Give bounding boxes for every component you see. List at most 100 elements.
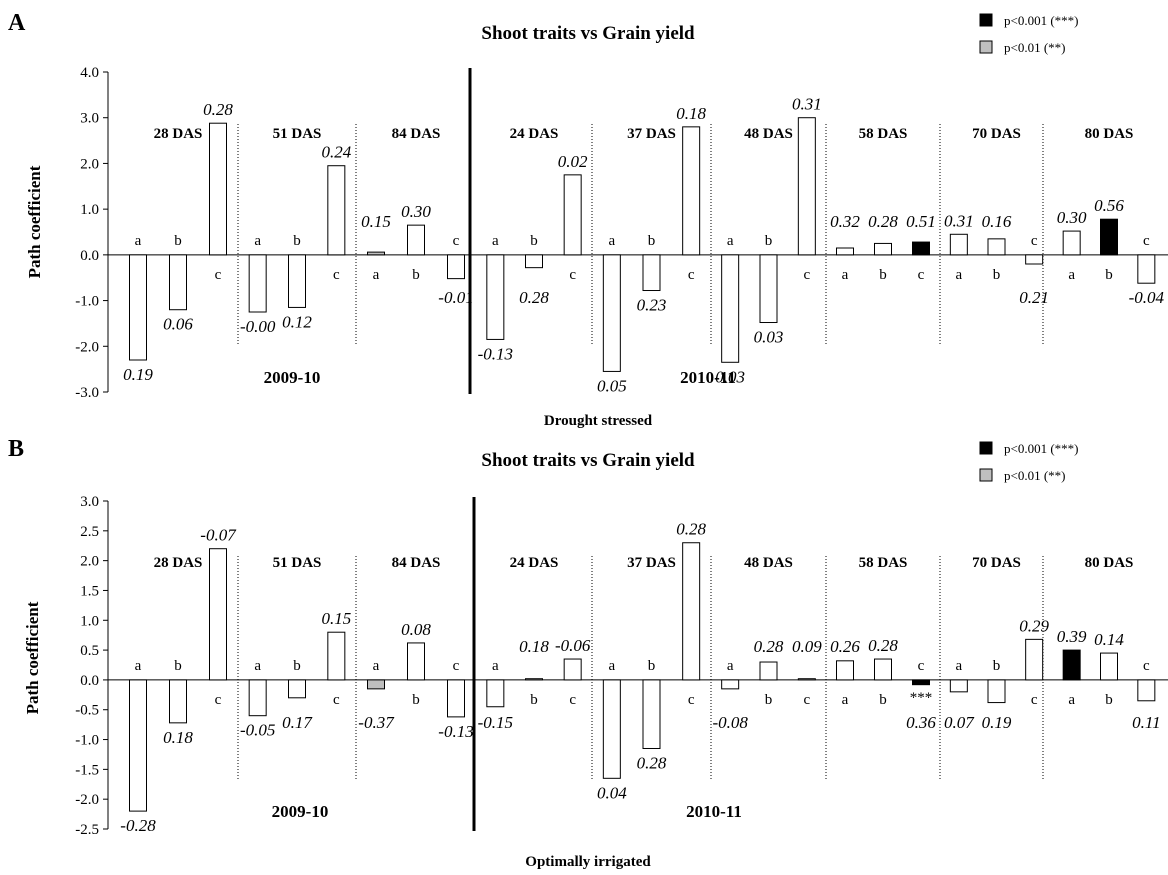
bar xyxy=(1062,649,1081,681)
bar xyxy=(1137,679,1156,702)
y-tick-label: -2.0 xyxy=(75,339,99,355)
legend-label: p<0.001 (***) xyxy=(1004,441,1079,456)
coefficient-label: 0.24 xyxy=(321,143,351,162)
coefficient-label: 0.16 xyxy=(982,212,1012,231)
bar xyxy=(836,247,854,256)
coefficient-label: -0.13 xyxy=(478,344,513,363)
bar xyxy=(797,117,816,256)
chart-title: Shoot traits vs Grain yield xyxy=(481,450,695,471)
trait-letter: b xyxy=(648,658,656,674)
group-label: 80 DAS xyxy=(1085,126,1134,142)
coefficient-label: 0.36 xyxy=(906,713,936,732)
coefficient-label: 0.32 xyxy=(830,212,860,231)
y-tick-label: 4.0 xyxy=(80,65,99,81)
bar xyxy=(447,679,465,718)
trait-letter: b xyxy=(412,267,420,283)
coefficient-label: 0.30 xyxy=(1057,208,1087,227)
bar xyxy=(949,679,968,693)
group-label: 28 DAS xyxy=(154,555,203,571)
trait-letter: c xyxy=(1031,692,1038,708)
bar xyxy=(169,679,187,724)
y-tick-label: -1.5 xyxy=(75,762,99,778)
coefficient-label: -0.37 xyxy=(358,713,395,732)
y-tick-label: 1.0 xyxy=(80,202,99,218)
trait-letter: c xyxy=(215,692,222,708)
trait-letter: a xyxy=(135,658,142,674)
coefficient-label: 0.03 xyxy=(715,367,745,386)
group-label: 84 DAS xyxy=(392,555,441,571)
coefficient-label: 0.18 xyxy=(163,728,193,747)
trait-letter: c xyxy=(569,692,576,708)
bar xyxy=(209,122,227,256)
panel-letter: B xyxy=(8,436,24,462)
y-tick-label: 0.5 xyxy=(80,643,99,659)
trait-letter: b xyxy=(765,233,773,249)
coefficient-label: 0.04 xyxy=(597,783,627,802)
y-tick-label: 2.0 xyxy=(80,156,99,172)
trait-letter: c xyxy=(569,267,576,283)
group-label: 37 DAS xyxy=(627,555,676,571)
coefficient-label: -0.13 xyxy=(438,722,473,741)
coefficient-label: -0.06 xyxy=(555,636,591,655)
trait-letter: a xyxy=(842,267,849,283)
trait-letter: a xyxy=(135,233,142,249)
coefficient-label: -0.00 xyxy=(240,317,276,336)
y-tick-label: 2.0 xyxy=(80,554,99,570)
trait-letter: b xyxy=(993,658,1001,674)
season-label: 2009-10 xyxy=(264,368,321,387)
coefficient-label: 0.28 xyxy=(754,637,784,656)
trait-letter: a xyxy=(254,658,261,674)
bar xyxy=(327,631,346,681)
y-axis-label: Path coefficient xyxy=(23,601,42,714)
coefficient-label: 0.15 xyxy=(321,609,351,628)
bar xyxy=(1100,218,1118,256)
trait-letter: b xyxy=(1105,267,1113,283)
bar xyxy=(682,542,701,681)
trait-letter: c xyxy=(215,267,222,283)
coefficient-label: 0.15 xyxy=(361,212,391,231)
bar xyxy=(525,254,543,269)
trait-letter: c xyxy=(1143,233,1150,249)
coefficient-label: 0.28 xyxy=(868,636,898,655)
trait-letter: b xyxy=(174,658,182,674)
bar xyxy=(486,254,505,340)
trait-letter: b xyxy=(648,233,656,249)
y-tick-label: 2.5 xyxy=(80,524,99,540)
x-axis-label: Optimally irrigated xyxy=(525,854,651,870)
y-tick-label: 1.5 xyxy=(80,583,99,599)
legend-label: p<0.01 (**) xyxy=(1004,40,1066,55)
bar xyxy=(288,679,306,699)
y-axis-label: Path coefficient xyxy=(25,165,44,278)
bar xyxy=(642,254,661,292)
coefficient-label: -0.28 xyxy=(120,816,156,835)
y-tick-label: -3.0 xyxy=(75,385,99,401)
trait-letter: b xyxy=(993,267,1001,283)
group-label: 70 DAS xyxy=(972,555,1021,571)
trait-letter: b xyxy=(530,692,538,708)
trait-letter: b xyxy=(293,658,301,674)
coefficient-label: 0.17 xyxy=(282,713,313,732)
trait-letter: a xyxy=(727,233,734,249)
group-label: 51 DAS xyxy=(273,555,322,571)
coefficient-label: 0.19 xyxy=(123,365,153,384)
trait-letter: a xyxy=(373,267,380,283)
y-tick-label: 1.0 xyxy=(80,613,99,629)
trait-letter: b xyxy=(174,233,182,249)
coefficient-label: 0.21 xyxy=(1019,288,1049,307)
bar xyxy=(759,661,778,681)
coefficient-label: 0.07 xyxy=(944,713,975,732)
y-tick-label: 3.0 xyxy=(80,111,99,127)
bar xyxy=(987,238,1006,256)
legend-swatch xyxy=(979,40,993,54)
coefficient-label: 0.03 xyxy=(754,328,784,347)
trait-letter: c xyxy=(918,267,925,283)
coefficient-label: 0.12 xyxy=(282,312,312,331)
bar xyxy=(721,679,740,690)
bar xyxy=(248,679,267,717)
group-label: 51 DAS xyxy=(273,126,322,142)
bar xyxy=(563,174,582,256)
coefficient-label: 0.51 xyxy=(906,212,936,231)
trait-letter: a xyxy=(1068,267,1075,283)
trait-letter: a xyxy=(955,658,962,674)
coefficient-label: 0.28 xyxy=(519,288,549,307)
